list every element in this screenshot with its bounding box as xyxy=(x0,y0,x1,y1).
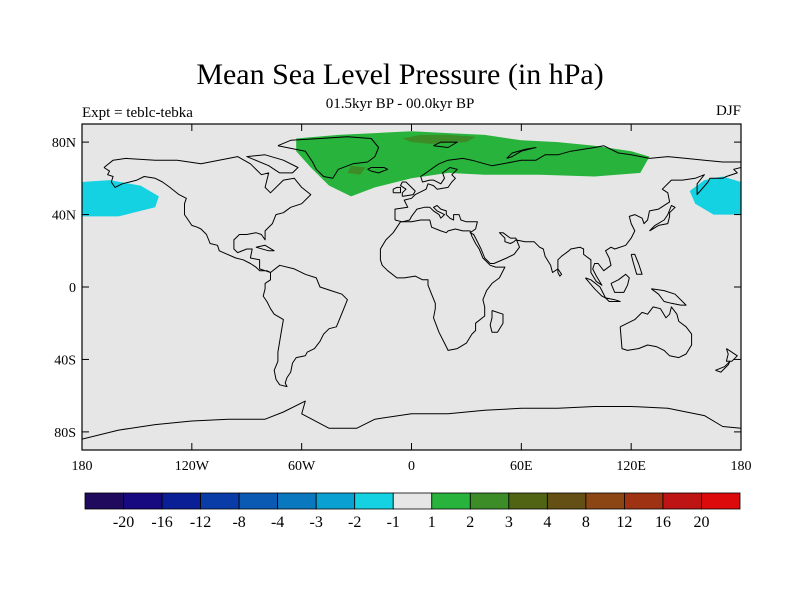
colorbar-box xyxy=(200,492,240,510)
colorbar-box xyxy=(161,492,201,510)
colorbar-label: -2 xyxy=(348,514,361,531)
chart-subtitle: 01.5kyr BP - 00.0kyr BP xyxy=(325,96,475,112)
colorbar-box xyxy=(238,492,279,510)
colorbar-box xyxy=(84,492,124,510)
coastline-borneo xyxy=(610,273,630,293)
coastline-baffin-island xyxy=(246,154,299,174)
colorbar-label: 16 xyxy=(655,514,671,531)
map-background xyxy=(82,124,741,450)
colorbar-box xyxy=(315,492,356,510)
colorbar-box xyxy=(701,492,741,510)
colorbar-label: -12 xyxy=(190,514,211,531)
colorbar-label: -3 xyxy=(310,514,323,531)
x-tick-label: 60W xyxy=(288,459,316,474)
colorbar-label: 3 xyxy=(505,514,513,531)
coastline-ireland xyxy=(392,186,401,194)
region-north-atlantic-positive-3 xyxy=(347,165,366,175)
colorbar: -20 -16 -12 -8 -4 -3 -2 -1 1 2 3 4 8 12 16 20 xyxy=(84,492,741,531)
x-tick-label: 180 xyxy=(72,459,93,474)
coastline-australia xyxy=(619,306,693,359)
experiment-label: Expt = teblc-tebka xyxy=(82,105,193,121)
colorbar-box xyxy=(392,492,433,510)
coastline-cuba xyxy=(255,244,275,252)
x-tick-label: 60E xyxy=(510,459,533,474)
map-area xyxy=(82,124,741,450)
colorbar-box xyxy=(508,492,548,510)
colorbar-label: -1 xyxy=(387,514,400,531)
colorbar-box xyxy=(585,492,625,510)
colorbar-label: -20 xyxy=(113,514,134,531)
coastline-java xyxy=(605,297,621,302)
colorbar-box xyxy=(123,492,163,510)
coastline-new-guinea xyxy=(651,288,687,306)
region-north-pacific-east-negative xyxy=(689,176,741,215)
colorbar-box xyxy=(469,492,510,510)
coastline-svalbard xyxy=(433,141,458,148)
colorbar-label: 12 xyxy=(616,514,632,531)
y-tick-label: 0 xyxy=(69,281,76,296)
colorbar-label: -4 xyxy=(271,514,284,531)
colorbar-box xyxy=(624,492,664,510)
coastline-north-america xyxy=(103,156,312,273)
y-tick-label: 80N xyxy=(52,136,76,151)
coastline-africa xyxy=(379,219,506,351)
coastline-antarctica xyxy=(82,400,741,440)
x-tick-label: 120W xyxy=(175,459,210,474)
colorbar-label: -8 xyxy=(232,514,245,531)
x-tick-label: 120E xyxy=(616,459,646,474)
colorbar-label: 8 xyxy=(582,514,590,531)
season-label: DJF xyxy=(715,103,741,119)
coastline-iceland xyxy=(367,167,389,174)
colorbar-label: 1 xyxy=(428,514,436,531)
coastline-new-zealand xyxy=(725,348,738,362)
coastline-new-zealand-south xyxy=(715,360,731,373)
colorbar-label: 4 xyxy=(543,514,551,531)
colorbar-box xyxy=(277,492,317,510)
colorbar-box xyxy=(354,492,394,510)
coastline-novaya-zemlya xyxy=(506,147,537,159)
y-tick-label: 40S xyxy=(54,353,76,368)
colorbar-box xyxy=(431,492,471,510)
coastline-sri-lanka xyxy=(557,268,563,277)
region-north-eurasia-positive xyxy=(296,131,650,197)
coastline-philippines xyxy=(630,253,643,275)
colorbar-label: 20 xyxy=(693,514,709,531)
y-tick-label: 80S xyxy=(54,426,76,441)
y-tick-label: 40N xyxy=(52,209,76,224)
colorbar-label: -16 xyxy=(151,514,172,531)
colorbar-label: 2 xyxy=(466,514,474,531)
region-north-pacific-west-negative xyxy=(82,180,159,217)
chart-title: Mean Sea Level Pressure (in hPa) xyxy=(196,58,604,91)
x-tick-label: 0 xyxy=(408,459,415,474)
coastline-japan xyxy=(649,205,676,232)
axes: 180 120W 60W 0 60E 120E 180 80N 40N 0 40S 80S xyxy=(52,123,752,474)
coastline-greenland xyxy=(277,136,380,179)
coastline-britain xyxy=(400,181,416,197)
coastline-eurasia xyxy=(394,145,741,286)
x-tick-label: 180 xyxy=(731,459,752,474)
coastline-madagascar xyxy=(489,310,504,333)
colorbar-box xyxy=(662,492,702,510)
colorbar-box xyxy=(546,492,587,510)
coastline-south-america xyxy=(262,264,348,388)
